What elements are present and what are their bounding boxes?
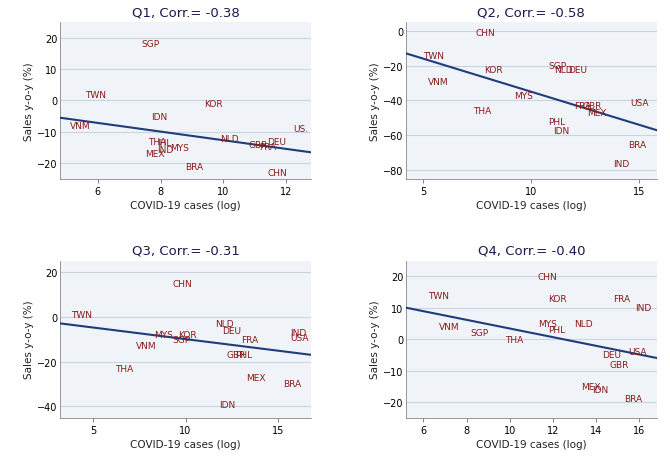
Text: GBR: GBR [248, 140, 267, 150]
Text: MEX: MEX [247, 373, 266, 382]
Text: VNM: VNM [438, 322, 459, 331]
Text: MYS: MYS [538, 319, 557, 328]
Text: IDN: IDN [592, 385, 608, 394]
X-axis label: COVID-19 cases (log): COVID-19 cases (log) [130, 201, 241, 211]
Text: MYS: MYS [514, 91, 533, 101]
Text: PHL: PHL [549, 325, 565, 335]
Text: THA: THA [148, 138, 166, 146]
Text: TWN: TWN [85, 90, 107, 100]
Y-axis label: Sales y-o-y (%): Sales y-o-y (%) [24, 300, 34, 379]
Text: THA: THA [473, 107, 491, 116]
Text: CHN: CHN [267, 169, 287, 178]
Title: Q1, Corr.= -0.38: Q1, Corr.= -0.38 [132, 6, 239, 19]
Title: Q2, Corr.= -0.58: Q2, Corr.= -0.58 [478, 6, 585, 19]
Text: BRA: BRA [283, 380, 302, 389]
Text: MEX: MEX [581, 382, 600, 391]
Y-axis label: Sales y-o-y (%): Sales y-o-y (%) [370, 62, 380, 140]
Text: GBR: GBR [609, 360, 628, 369]
Text: USA: USA [628, 347, 647, 356]
Text: IDN: IDN [218, 400, 235, 409]
Text: IDN: IDN [553, 126, 570, 135]
Text: THA: THA [505, 335, 524, 344]
Text: IND: IND [291, 328, 307, 337]
Text: FRA: FRA [614, 294, 630, 303]
Text: BRA: BRA [628, 140, 647, 149]
Text: VNM: VNM [136, 341, 157, 351]
Text: NLD: NLD [554, 66, 573, 74]
Text: MYS: MYS [154, 330, 173, 339]
Text: FRA: FRA [241, 335, 258, 344]
Text: GBR: GBR [226, 351, 245, 359]
Text: USA: USA [630, 99, 649, 107]
X-axis label: COVID-19 cases (log): COVID-19 cases (log) [130, 439, 241, 449]
Text: KOR: KOR [204, 100, 223, 109]
Text: DEU: DEU [222, 326, 241, 335]
Text: US.: US. [293, 125, 309, 134]
Text: SGP: SGP [549, 62, 567, 71]
Text: NLD: NLD [215, 319, 234, 328]
Text: TWN: TWN [71, 310, 92, 319]
Text: VNM: VNM [427, 78, 448, 87]
Y-axis label: Sales y-o-y (%): Sales y-o-y (%) [370, 300, 380, 379]
Text: BRA: BRA [186, 162, 204, 172]
Text: TWN: TWN [423, 51, 444, 61]
Text: IND: IND [157, 146, 174, 154]
Text: SGP: SGP [173, 335, 191, 344]
X-axis label: COVID-19 cases (log): COVID-19 cases (log) [476, 201, 587, 211]
Text: PHL: PHL [235, 351, 253, 359]
Text: VNM: VNM [70, 122, 90, 131]
Text: TWN: TWN [427, 291, 449, 300]
Text: MEX: MEX [145, 150, 164, 159]
X-axis label: COVID-19 cases (log): COVID-19 cases (log) [476, 439, 587, 449]
Text: DEU: DEU [568, 66, 587, 74]
Text: KOR: KOR [484, 66, 502, 74]
Text: THA: THA [115, 364, 134, 373]
Text: PHL: PHL [549, 118, 565, 127]
Text: DEU: DEU [602, 351, 622, 359]
Text: FRA: FRA [574, 102, 592, 111]
Text: CHN: CHN [173, 279, 192, 288]
Text: IND: IND [635, 303, 651, 313]
Text: DEU: DEU [267, 138, 286, 146]
Text: MYS: MYS [170, 144, 189, 153]
Text: CHN: CHN [538, 272, 557, 281]
Text: KOR: KOR [178, 330, 197, 339]
Y-axis label: Sales y-o-y (%): Sales y-o-y (%) [24, 62, 34, 140]
Text: IHL: IHL [157, 139, 172, 148]
Text: KOR: KOR [549, 294, 567, 303]
Text: NLD: NLD [220, 134, 239, 143]
Title: Q3, Corr.= -0.31: Q3, Corr.= -0.31 [131, 244, 239, 257]
Text: IDN: IDN [151, 112, 168, 122]
Text: SGP: SGP [471, 329, 489, 337]
Text: SGP: SGP [142, 40, 160, 50]
Text: GBR: GBR [582, 102, 602, 111]
Text: IND: IND [614, 159, 630, 168]
Text: BRA: BRA [624, 394, 643, 403]
Text: FRA: FRA [259, 142, 276, 151]
Text: MEX: MEX [588, 109, 607, 118]
Title: Q4, Corr.= -0.40: Q4, Corr.= -0.40 [478, 244, 585, 257]
Text: CHN: CHN [475, 29, 495, 38]
Text: USA: USA [291, 334, 309, 343]
Text: NLD: NLD [574, 319, 593, 328]
